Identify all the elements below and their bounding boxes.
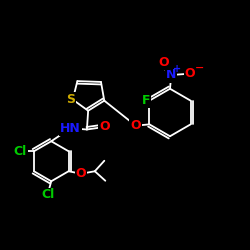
Text: HN: HN — [60, 122, 81, 135]
Text: S: S — [66, 93, 75, 106]
Text: −: − — [194, 63, 204, 73]
Text: O: O — [76, 167, 86, 180]
Text: O: O — [185, 67, 195, 80]
Text: O: O — [158, 56, 169, 68]
Text: F: F — [142, 94, 150, 107]
Text: O: O — [99, 120, 110, 134]
Text: O: O — [130, 119, 141, 132]
Text: Cl: Cl — [41, 188, 54, 202]
Text: N: N — [166, 68, 176, 82]
Text: +: + — [173, 64, 181, 74]
Text: Cl: Cl — [14, 145, 27, 158]
